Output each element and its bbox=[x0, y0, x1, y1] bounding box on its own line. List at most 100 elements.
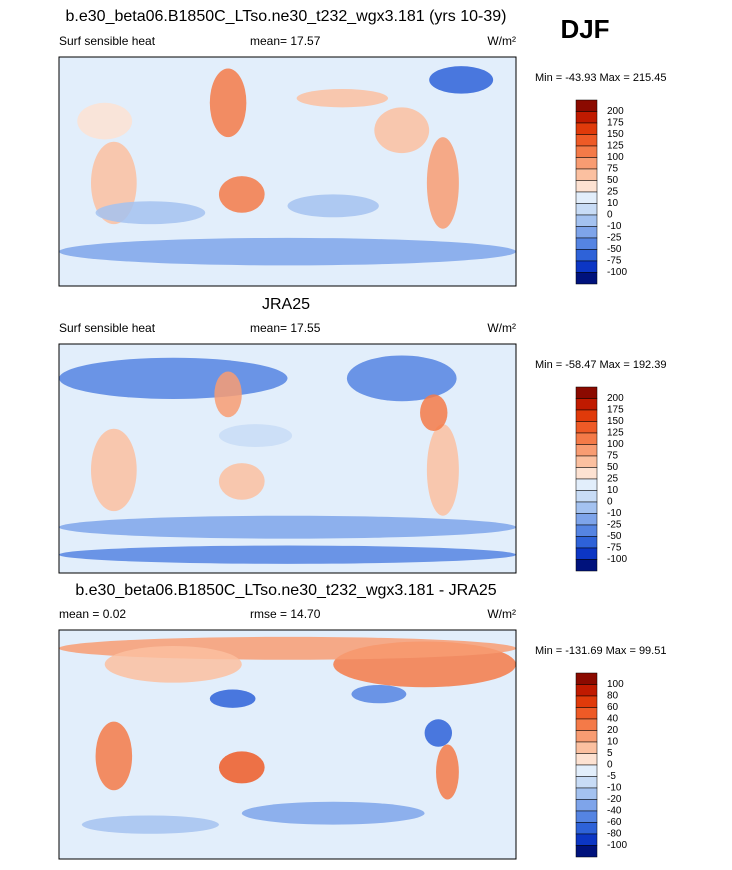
colorbar-box bbox=[575, 226, 598, 239]
map-field bbox=[209, 68, 247, 138]
colorbar-label: 60 bbox=[607, 702, 619, 713]
colorbar-box bbox=[575, 513, 598, 526]
colorbar-label: -100 bbox=[607, 267, 627, 278]
colorbar-label: -10 bbox=[607, 221, 622, 232]
map-field bbox=[241, 801, 425, 825]
colorbar-box bbox=[575, 547, 598, 560]
colorbar-label: 100 bbox=[607, 152, 624, 163]
colorbar-box bbox=[575, 398, 598, 411]
colorbar-box bbox=[575, 214, 598, 227]
colorbar-box bbox=[575, 134, 598, 147]
colorbar-box bbox=[575, 409, 598, 422]
map-field bbox=[214, 371, 242, 418]
colorbar-box bbox=[575, 707, 598, 720]
colorbar-box bbox=[575, 157, 598, 170]
colorbar-label: -5 bbox=[607, 771, 616, 782]
map-field bbox=[420, 394, 448, 432]
left-label: Surf sensible heat bbox=[59, 321, 156, 335]
colorbar-box bbox=[575, 145, 598, 158]
colorbar-box bbox=[575, 237, 598, 250]
colorbar-box bbox=[575, 191, 598, 204]
colorbar-label: 150 bbox=[607, 129, 624, 140]
colorbar-box bbox=[575, 822, 598, 835]
colorbar-label: 50 bbox=[607, 462, 619, 473]
colorbar-label: 75 bbox=[607, 451, 619, 462]
map-field bbox=[95, 201, 206, 225]
colorbar-label: -20 bbox=[607, 794, 622, 805]
colorbar-label: 125 bbox=[607, 141, 624, 152]
colorbar-label: -50 bbox=[607, 244, 622, 255]
colorbar-label: 0 bbox=[607, 760, 613, 771]
colorbar-box bbox=[575, 111, 598, 124]
colorbar-label: -10 bbox=[607, 508, 622, 519]
map-field bbox=[374, 107, 430, 154]
colorbar-label: 10 bbox=[607, 737, 619, 748]
map-panel bbox=[58, 629, 517, 860]
colorbar-box bbox=[575, 467, 598, 480]
map-panel bbox=[58, 343, 517, 574]
colorbar-label: -25 bbox=[607, 233, 622, 244]
colorbar-label: -60 bbox=[607, 817, 622, 828]
colorbar-box bbox=[575, 249, 598, 262]
colorbar-box bbox=[575, 559, 598, 572]
colorbar-box bbox=[575, 478, 598, 491]
colorbar-label: -50 bbox=[607, 531, 622, 542]
map-field bbox=[351, 684, 407, 704]
colorbar-box bbox=[575, 455, 598, 468]
map-field bbox=[81, 815, 219, 834]
map-panel bbox=[58, 56, 517, 287]
colorbar-box bbox=[575, 833, 598, 846]
center-label: mean= 17.55 bbox=[250, 321, 321, 335]
season-label: DJF bbox=[560, 14, 609, 44]
colorbar-label: -75 bbox=[607, 256, 622, 267]
colorbar-label: 10 bbox=[607, 485, 619, 496]
colorbar-box bbox=[575, 99, 598, 112]
colorbar-label: 100 bbox=[607, 679, 624, 690]
colorbar-label: -40 bbox=[607, 806, 622, 817]
center-label: rmse = 14.70 bbox=[250, 607, 321, 621]
colorbar-label: 175 bbox=[607, 405, 624, 416]
colorbar-label: -25 bbox=[607, 520, 622, 531]
colorbar-box bbox=[575, 741, 598, 754]
colorbar-label: 25 bbox=[607, 187, 619, 198]
min-max-label: Min = -131.69 Max = 99.51 bbox=[535, 645, 666, 657]
colorbar-label: 125 bbox=[607, 428, 624, 439]
colorbar-box bbox=[575, 787, 598, 800]
colorbar-label: 80 bbox=[607, 691, 619, 702]
units-label: W/m² bbox=[487, 607, 516, 621]
colorbar-label: 200 bbox=[607, 106, 624, 117]
map-field bbox=[59, 237, 516, 266]
colorbar-label: 5 bbox=[607, 748, 613, 759]
colorbar-box bbox=[575, 753, 598, 766]
colorbar-box bbox=[575, 672, 598, 685]
colorbar-box bbox=[575, 684, 598, 697]
map-field bbox=[426, 424, 459, 516]
colorbar-box bbox=[575, 799, 598, 812]
map-field bbox=[95, 721, 133, 791]
colorbar-box bbox=[575, 764, 598, 777]
panel-title: b.e30_beta06.B1850C_LTso.ne30_t232_wgx3.… bbox=[66, 8, 507, 25]
min-max-label: Min = -43.93 Max = 215.45 bbox=[535, 72, 666, 84]
colorbar-box bbox=[575, 810, 598, 823]
colorbar-box bbox=[575, 168, 598, 181]
map-field bbox=[429, 66, 494, 94]
colorbar-label: -100 bbox=[607, 840, 627, 851]
map-field bbox=[209, 689, 256, 708]
colorbar-box bbox=[575, 695, 598, 708]
map-field bbox=[59, 545, 516, 564]
colorbar-box bbox=[575, 776, 598, 789]
map-frame bbox=[58, 629, 517, 860]
map-field bbox=[296, 89, 389, 108]
colorbar-box bbox=[575, 203, 598, 216]
units-label: W/m² bbox=[487, 321, 516, 335]
panel-title: JRA25 bbox=[262, 296, 310, 313]
colorbar-label: 0 bbox=[607, 497, 613, 508]
map-field bbox=[424, 719, 453, 747]
colorbar-box bbox=[575, 718, 598, 731]
map-frame bbox=[58, 343, 517, 574]
colorbar-label: 100 bbox=[607, 439, 624, 450]
map-field bbox=[346, 355, 457, 402]
colorbar-box bbox=[575, 421, 598, 434]
colorbar-box bbox=[575, 444, 598, 457]
